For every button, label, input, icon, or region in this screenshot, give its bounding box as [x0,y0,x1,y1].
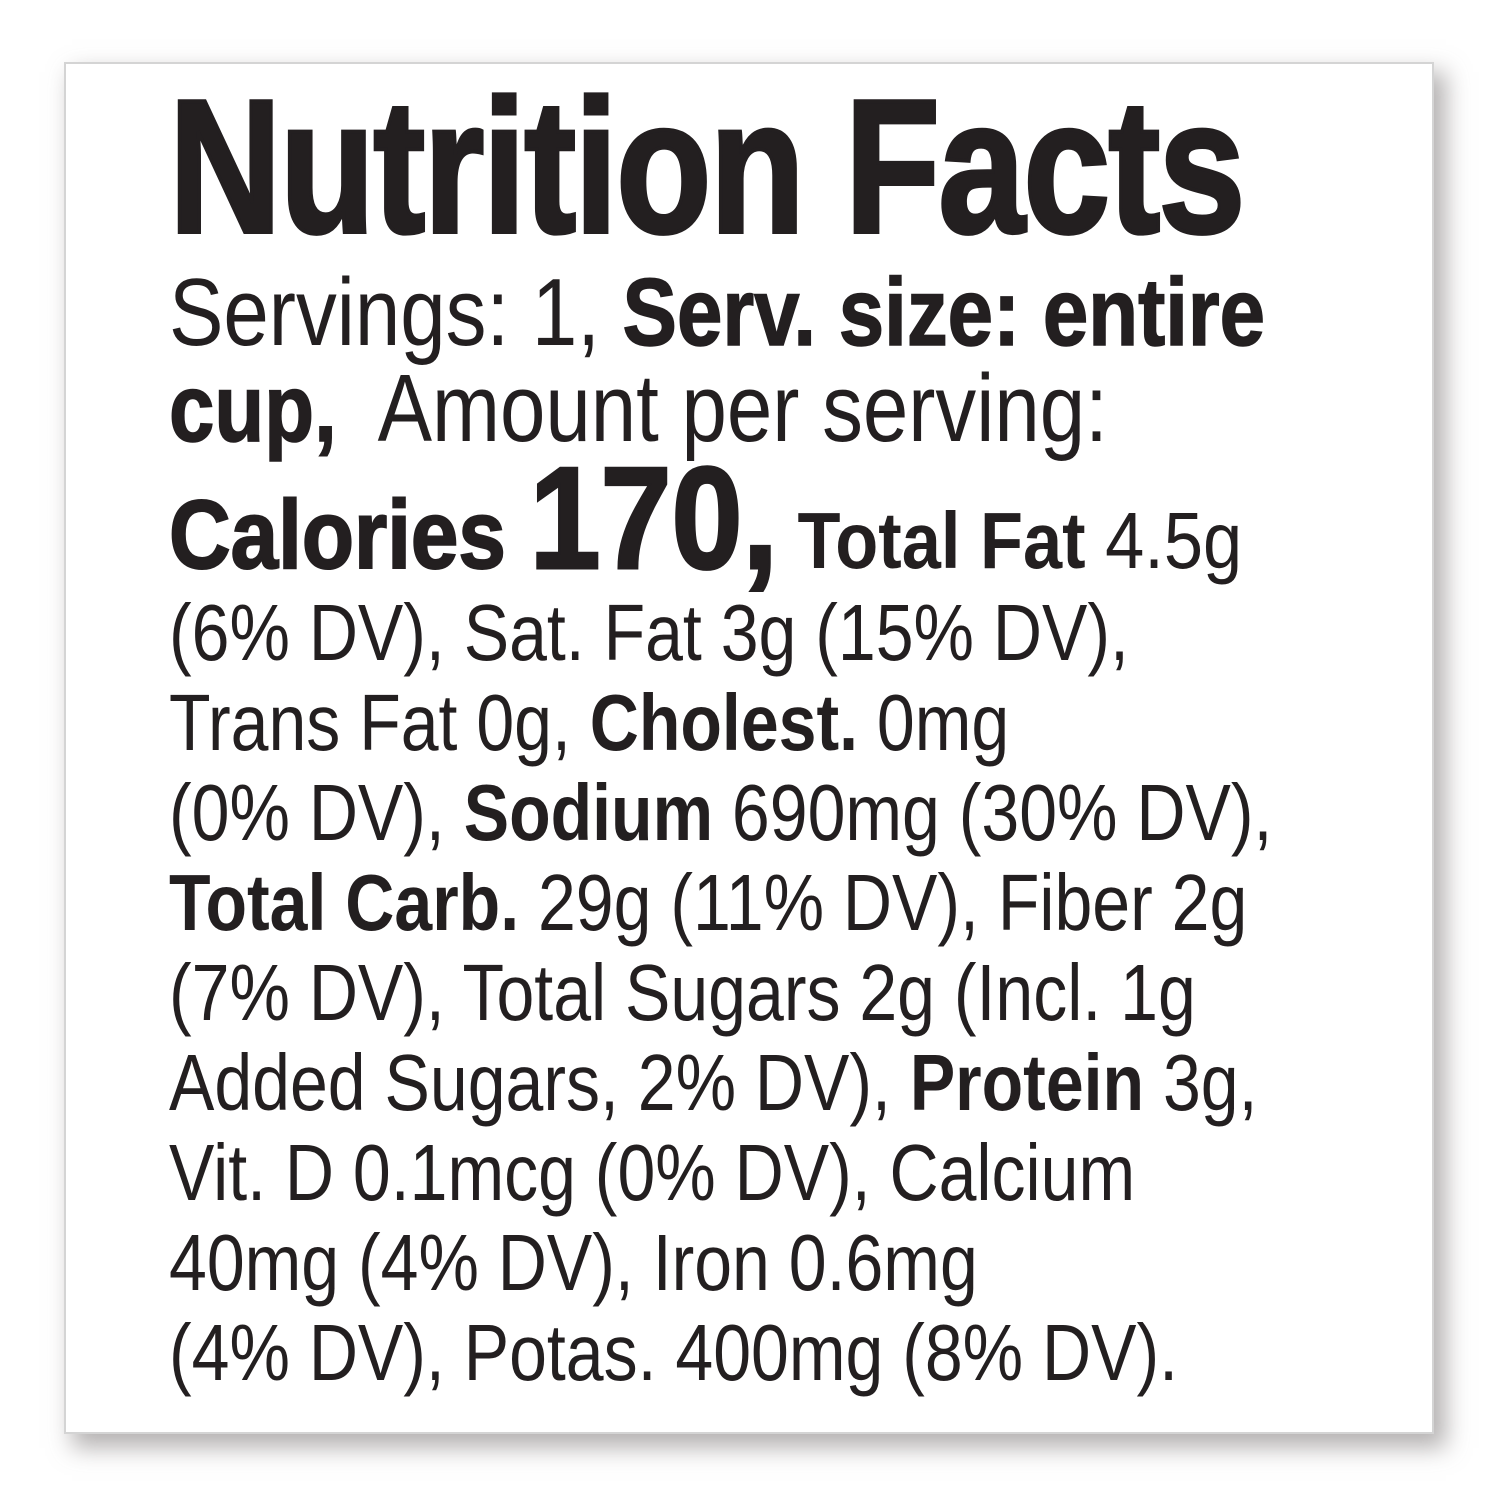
text-segment: Serv. size: entire [622,259,1266,366]
serving-info-block: Servings: 1, Serv. size: entire cup, Amou… [168,264,1266,458]
text-segment: 29g (11% DV), Fiber 2g [537,858,1248,947]
text-segment: 0mg [876,678,1010,767]
line-sodium: (0% DV), Sodium 690mg (30% DV), [169,768,1272,858]
cholesterol-label: Cholest. [589,678,877,767]
label-title: Nutrition Facts [167,61,1247,273]
total-fat-value: 4.5g [1105,496,1243,585]
nutrient-text-block: (6% DV), Sat. Fat 3g (15% DV), Trans Fat … [169,588,1272,1398]
text-segment: Added Sugars, 2% DV), [169,1038,910,1127]
line-vitamin-d-calcium: Vit. D 0.1mcg (0% DV), Calcium [169,1128,1249,1218]
line-calcium-iron: 40mg (4% DV), Iron 0.6mg [169,1218,1249,1308]
line-servings: Servings: 1, Serv. size: entire [169,264,1266,362]
text-segment: 40mg (4% DV), Iron 0.6mg [169,1218,978,1307]
text-segment: cup, [168,355,360,462]
line-calories-total-fat: Calories 170, Total Fat 4.5g [168,444,1287,592]
total-carb-label: Total Carb. [169,858,538,947]
text-segment: Vit. D 0.1mcg (0% DV), Calcium [169,1128,1136,1217]
line-total-sugars: (7% DV), Total Sugars 2g (Incl. 1g [169,948,1249,1038]
total-fat-label: Total Fat [777,496,1106,585]
text-segment: Trans Fat 0g, [169,678,590,767]
text-segment: (0% DV), [169,768,464,857]
text-segment: 3g, [1162,1038,1258,1127]
sodium-label: Sodium [463,768,732,857]
label-content: Nutrition Facts Servings: 1, Serv. size:… [167,61,1439,1398]
text-segment: Amount per serving: [359,355,1108,462]
nutrition-facts-label: Nutrition Facts Servings: 1, Serv. size:… [64,62,1434,1434]
line-sat-fat: (6% DV), Sat. Fat 3g (15% DV), [169,588,1249,678]
text-segment: Servings: 1, [169,259,623,366]
calories-value: 170, [528,437,779,599]
text-segment: 690mg (30% DV), [731,768,1273,857]
line-trans-fat-cholesterol: Trans Fat 0g, Cholest. 0mg [169,678,1249,768]
line-cup-amount-per-serving: cup, Amount per serving: [168,360,1249,458]
line-potassium: (4% DV), Potas. 400mg (8% DV). [169,1308,1249,1398]
text-segment: (6% DV), Sat. Fat 3g (15% DV), [169,588,1129,677]
calories-label: Calories [168,480,530,589]
line-added-sugars-protein: Added Sugars, 2% DV), Protein 3g, [169,1038,1258,1128]
text-segment: (4% DV), Potas. 400mg (8% DV). [169,1308,1179,1397]
protein-label: Protein [909,1038,1163,1127]
text-segment: (7% DV), Total Sugars 2g (Incl. 1g [169,948,1196,1037]
line-total-carb-fiber: Total Carb. 29g (11% DV), Fiber 2g [169,858,1249,948]
